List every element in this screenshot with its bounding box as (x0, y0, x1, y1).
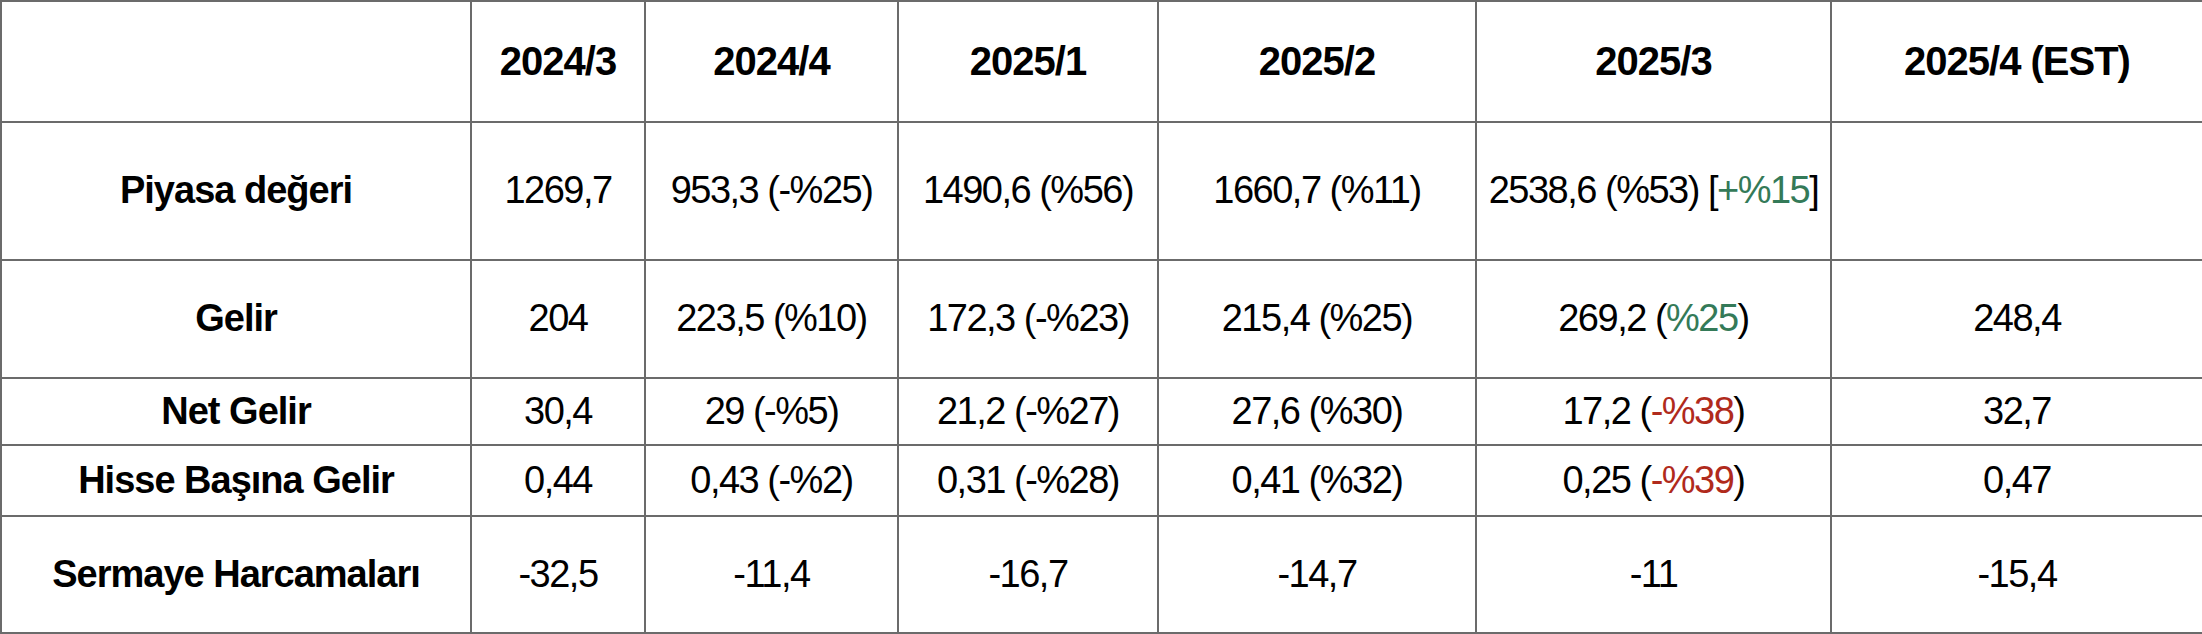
column-header: 2025/3 (1476, 1, 1831, 122)
value-cell: 172,3 (-%23) (898, 260, 1158, 378)
financial-table-page: 2024/32024/42025/12025/22025/32025/4 (ES… (0, 0, 2202, 634)
column-header: 2025/4 (EST) (1831, 1, 2202, 122)
value-cell: -15,4 (1831, 516, 2202, 634)
value-segment: 17,2 ( (1562, 390, 1650, 432)
green-value-segment: %25 (1666, 297, 1738, 339)
red-value-segment: -%39 (1651, 459, 1734, 501)
value-segment: 21,2 (-%27) (937, 390, 1119, 432)
corner-cell (1, 1, 471, 122)
value-segment: ) (1733, 390, 1744, 432)
value-cell: -32,5 (471, 516, 645, 634)
value-cell: 248,4 (1831, 260, 2202, 378)
value-segment: -11 (1630, 553, 1678, 595)
value-segment: -11,4 (733, 553, 809, 595)
value-segment: 953,3 (-%25) (671, 169, 873, 211)
value-cell: -14,7 (1158, 516, 1476, 634)
value-cell: 0,44 (471, 445, 645, 515)
value-cell: 269,2 (%25) (1476, 260, 1831, 378)
column-header: 2024/3 (471, 1, 645, 122)
table-row: Sermaye Harcamaları -32,5 -11,4 -16,7 -14,7 -… (1, 516, 2202, 634)
value-segment: -32,5 (518, 553, 597, 595)
value-segment: 215,4 (%25) (1222, 297, 1413, 339)
row-label: Sermaye Harcamaları (1, 516, 471, 634)
value-cell: 223,5 (%10) (645, 260, 898, 378)
red-value-segment: -%38 (1651, 390, 1734, 432)
row-label: Gelir (1, 260, 471, 378)
header-row: 2024/32024/42025/12025/22025/32025/4 (ES… (1, 1, 2202, 122)
value-segment: 30,4 (524, 390, 592, 432)
value-cell: 0,41 (%32) (1158, 445, 1476, 515)
value-cell: 204 (471, 260, 645, 378)
value-segment: -15,4 (1977, 553, 2056, 595)
value-segment: 27,6 (%30) (1232, 390, 1403, 432)
table-header: 2024/32024/42025/12025/22025/32025/4 (ES… (1, 1, 2202, 122)
value-cell: 1269,7 (471, 122, 645, 260)
value-cell: -11 (1476, 516, 1831, 634)
value-cell: 30,4 (471, 378, 645, 445)
value-cell: 0,31 (-%28) (898, 445, 1158, 515)
value-cell: 0,43 (-%2) (645, 445, 898, 515)
value-segment: ] (1809, 169, 1818, 211)
value-segment: 29 (-%5) (705, 390, 839, 432)
value-cell: -16,7 (898, 516, 1158, 634)
value-segment: 248,4 (1973, 297, 2061, 339)
value-cell: 215,4 (%25) (1158, 260, 1476, 378)
value-segment: 1660,7 (%11) (1213, 169, 1420, 211)
value-segment: 223,5 (%10) (676, 297, 867, 339)
value-segment: 172,3 (-%23) (927, 297, 1129, 339)
value-cell: 0,47 (1831, 445, 2202, 515)
value-cell: 0,25 (-%39) (1476, 445, 1831, 515)
value-cell: 21,2 (-%27) (898, 378, 1158, 445)
value-segment: 1269,7 (504, 169, 611, 211)
value-cell: -11,4 (645, 516, 898, 634)
table-row: Net Gelir 30,4 29 (-%5) 21,2 (-%27) 27,6 (%3… (1, 378, 2202, 445)
column-header: 2025/1 (898, 1, 1158, 122)
table-row: Piyasa değeri 1269,7 953,3 (-%25) 1490,6 (%… (1, 122, 2202, 260)
value-segment: 2538,6 (%53) [ (1489, 169, 1717, 211)
value-segment: 0,31 (-%28) (937, 459, 1119, 501)
value-segment: 0,25 ( (1562, 459, 1650, 501)
financial-table: 2024/32024/42025/12025/22025/32025/4 (ES… (0, 0, 2202, 634)
column-header: 2025/2 (1158, 1, 1476, 122)
value-cell: 2538,6 (%53) [+%15] (1476, 122, 1831, 260)
value-segment: 0,44 (524, 459, 592, 501)
value-cell: 1660,7 (%11) (1158, 122, 1476, 260)
table-row: Gelir 204 223,5 (%10) 172,3 (-%23) 215,4 (%2… (1, 260, 2202, 378)
value-segment: 204 (529, 297, 588, 339)
value-segment: -16,7 (988, 553, 1067, 595)
row-label: Piyasa değeri (1, 122, 471, 260)
value-segment: 0,47 (1983, 459, 2051, 501)
value-cell: 29 (-%5) (645, 378, 898, 445)
value-segment: ) (1738, 297, 1749, 339)
table-row: Hisse Başına Gelir 0,44 0,43 (-%2) 0,31 (-%… (1, 445, 2202, 515)
value-segment: -14,7 (1277, 553, 1356, 595)
value-cell: 17,2 (-%38) (1476, 378, 1831, 445)
value-segment: 0,41 (%32) (1232, 459, 1403, 501)
value-cell: 953,3 (-%25) (645, 122, 898, 260)
value-cell: 32,7 (1831, 378, 2202, 445)
value-cell: 27,6 (%30) (1158, 378, 1476, 445)
row-label: Hisse Başına Gelir (1, 445, 471, 515)
value-cell: 1490,6 (%56) (898, 122, 1158, 260)
value-segment: 269,2 ( (1558, 297, 1666, 339)
value-segment: ) (1733, 459, 1744, 501)
green-value-segment: +%15 (1717, 169, 1809, 211)
value-segment: 0,43 (-%2) (690, 459, 852, 501)
table-body: Piyasa değeri 1269,7 953,3 (-%25) 1490,6 (%… (1, 122, 2202, 633)
value-segment: 1490,6 (%56) (923, 169, 1133, 211)
row-label: Net Gelir (1, 378, 471, 445)
value-segment: 32,7 (1983, 390, 2051, 432)
value-cell (1831, 122, 2202, 260)
column-header: 2024/4 (645, 1, 898, 122)
